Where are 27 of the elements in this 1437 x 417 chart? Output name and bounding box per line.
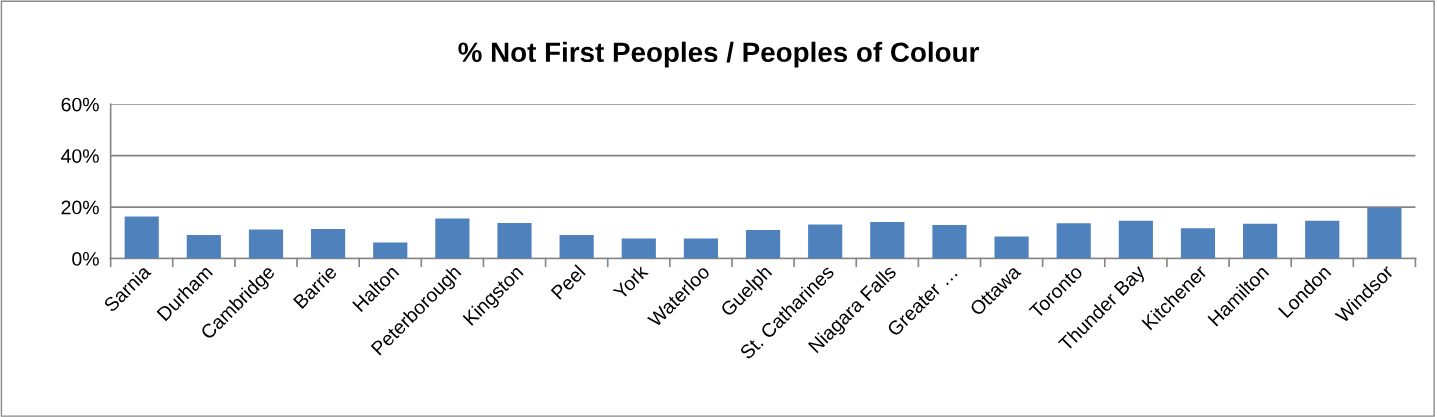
y-tick-label: 20%	[61, 200, 99, 215]
bar	[1180, 228, 1216, 259]
x-tick-label: York	[612, 263, 649, 301]
bar	[1305, 220, 1340, 259]
bar	[248, 229, 284, 259]
chart-title: % Not First Peoples / Peoples of Colour	[458, 41, 979, 68]
bar	[683, 238, 718, 259]
bar	[1056, 223, 1091, 259]
y-tick-label: 60%	[61, 97, 99, 112]
bar	[932, 225, 967, 259]
bar	[1243, 223, 1278, 259]
bar	[745, 230, 781, 259]
bar	[435, 218, 470, 259]
bar	[870, 222, 905, 259]
bar	[1118, 220, 1153, 259]
y-tick-label: 40%	[61, 149, 99, 163]
bar	[186, 234, 221, 259]
bar	[621, 238, 656, 259]
bar	[373, 242, 408, 259]
bar	[1367, 207, 1402, 259]
bar	[808, 224, 843, 259]
bar	[994, 236, 1029, 259]
bar	[497, 223, 532, 259]
bar	[311, 228, 346, 259]
y-tick-label: 0%	[72, 252, 99, 266]
bar	[559, 234, 594, 259]
bar	[124, 216, 159, 259]
